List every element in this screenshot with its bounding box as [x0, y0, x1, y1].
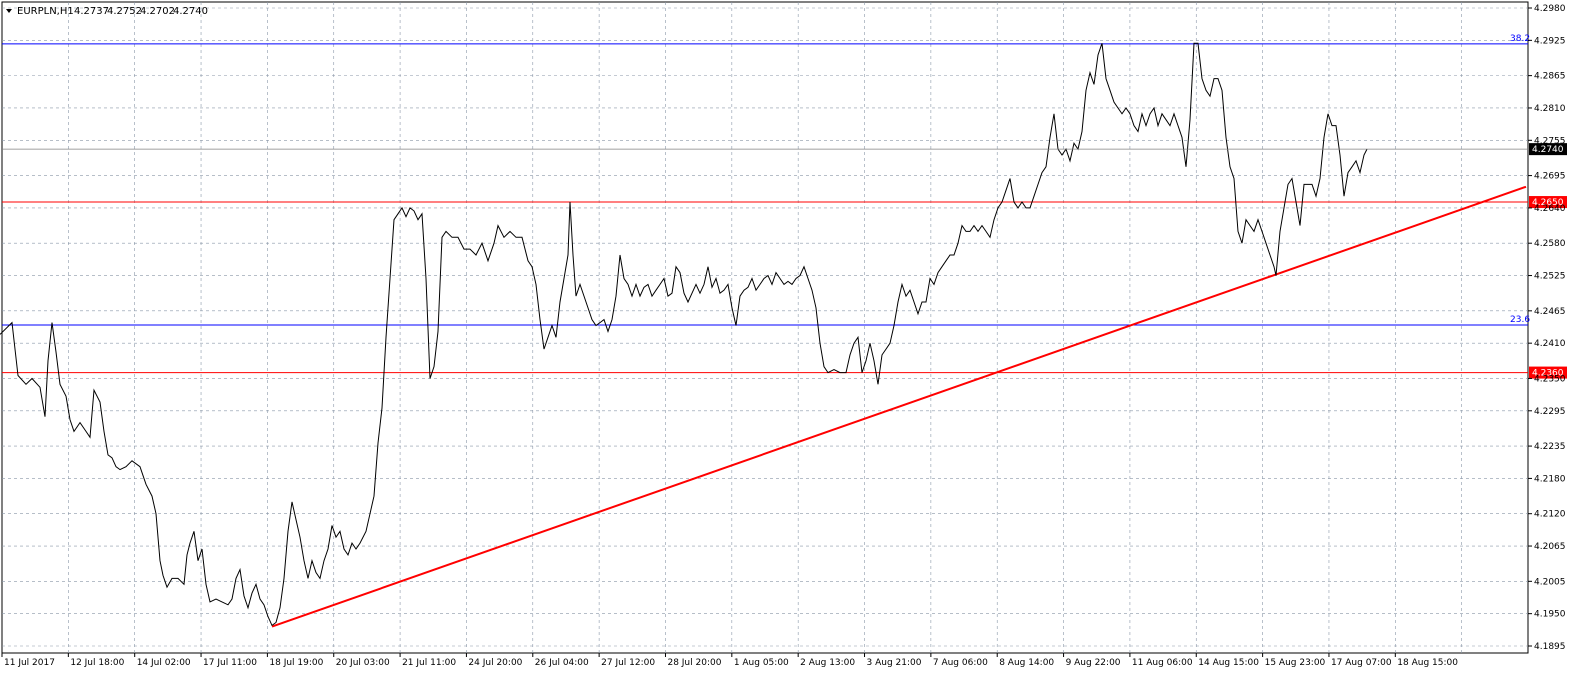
- y-tick-label: 4.1895: [1534, 642, 1566, 652]
- y-tick-label: 4.2580: [1534, 239, 1566, 249]
- x-tick-label: 17 Jul 11:00: [203, 658, 257, 668]
- y-tick-label: 4.2180: [1534, 474, 1566, 484]
- symbol-label: EURPLN,H1: [17, 6, 74, 17]
- trendline: [271, 185, 1527, 628]
- level-price-tag: [1529, 366, 1567, 379]
- x-tick-label: 14 Jul 02:00: [137, 658, 191, 668]
- y-tick-label: 4.2120: [1534, 510, 1566, 520]
- ohlc-close: 4.2740: [173, 6, 208, 17]
- x-tick-label: 26 Jul 04:00: [535, 658, 589, 668]
- x-tick-label: 8 Aug 14:00: [999, 658, 1054, 668]
- x-tick-label: 24 Jul 20:00: [468, 658, 522, 668]
- x-tick-label: 2 Aug 13:00: [800, 658, 855, 668]
- x-tick-label: 7 Aug 06:00: [933, 658, 988, 668]
- y-tick-label: 4.2525: [1534, 272, 1566, 282]
- y-tick-label: 4.2350: [1534, 374, 1566, 384]
- y-tick-label: 4.2065: [1534, 542, 1566, 552]
- price-series: 4.2740: [0, 42, 1567, 627]
- y-tick-label: 4.2980: [1534, 4, 1566, 14]
- x-tick-label: 11 Aug 06:00: [1132, 658, 1193, 668]
- x-tick-label: 18 Aug 15:00: [1397, 658, 1458, 668]
- price-axis: 4.2980 4.2925 4.2865 4.2810 4.2755 4.2695 4.26…: [1528, 4, 1566, 652]
- y-tick-label: 4.2295: [1534, 407, 1566, 417]
- y-tick-label: 4.2695: [1534, 172, 1566, 182]
- x-tick-label: 28 Jul 20:00: [667, 658, 721, 668]
- grid: [2, 2, 1528, 653]
- x-tick-label: 17 Aug 07:00: [1331, 658, 1392, 668]
- x-tick-label: 27 Jul 12:00: [601, 658, 655, 668]
- y-tick-label: 4.2410: [1534, 339, 1566, 349]
- y-tick-label: 4.1950: [1534, 610, 1566, 620]
- horizontal-levels: 4.2650 4.2360 38.2 23.6: [2, 34, 1567, 379]
- x-tick-label: 11 Jul 2017: [4, 658, 55, 668]
- x-tick-label: 20 Jul 03:00: [336, 658, 390, 668]
- x-tick-label: 12 Jul 18:00: [70, 658, 124, 668]
- y-tick-label: 4.2925: [1534, 36, 1566, 46]
- x-tick-label: 3 Aug 21:00: [867, 658, 922, 668]
- ohlc-high: 4.2752: [107, 6, 142, 17]
- current-price-label: 4.2740: [1532, 145, 1564, 155]
- chart-header: EURPLN,H1 4.2737 4.2752 4.2702 4.2740: [6, 6, 208, 17]
- price-line: [0, 42, 1368, 627]
- x-tick-label: 15 Aug 23:00: [1265, 658, 1326, 668]
- y-tick-label: 4.2865: [1534, 72, 1566, 82]
- ohlc-low: 4.2702: [140, 6, 175, 17]
- current-price-tag: [1529, 143, 1567, 156]
- x-tick-label: 1 Aug 05:00: [734, 658, 789, 668]
- x-tick-label: 14 Aug 15:00: [1198, 658, 1259, 668]
- level-price-tag: [1529, 196, 1567, 209]
- ohlc-open: 4.2737: [74, 6, 109, 17]
- y-tick-label: 4.2465: [1534, 307, 1566, 317]
- y-tick-label: 4.2755: [1534, 136, 1566, 146]
- plot-area-frame: [1, 1, 1529, 654]
- chevron-down-icon[interactable]: [6, 9, 12, 13]
- y-tick-label: 4.2005: [1534, 577, 1566, 587]
- x-tick-label: 9 Aug 22:00: [1066, 658, 1121, 668]
- level-price-label: 4.2650: [1532, 198, 1564, 208]
- level-price-label: 4.2360: [1532, 369, 1564, 379]
- y-tick-label: 4.2235: [1534, 442, 1566, 452]
- y-tick-label: 4.2640: [1534, 204, 1566, 214]
- trendline-group: [271, 185, 1527, 628]
- y-tick-label: 4.2810: [1534, 104, 1566, 114]
- x-tick-label: 21 Jul 11:00: [402, 658, 456, 668]
- fibo-level-label: 38.2: [1510, 34, 1530, 44]
- fibo-level-label: 23.6: [1510, 315, 1530, 325]
- time-axis: 11 Jul 2017 12 Jul 18:00 14 Jul 02:00 17 Ju…: [1, 653, 1458, 668]
- x-tick-label: 18 Jul 19:00: [269, 658, 323, 668]
